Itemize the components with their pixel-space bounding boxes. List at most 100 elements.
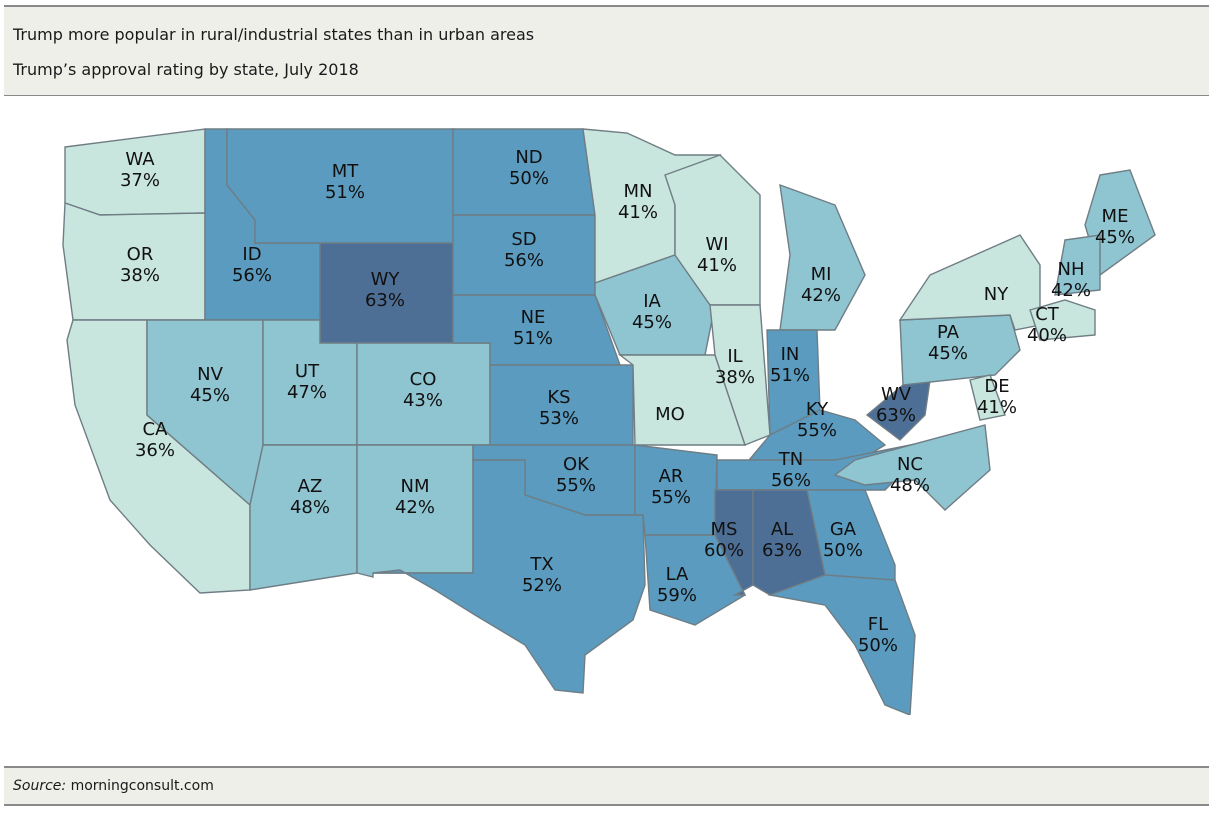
state-value: 55% — [797, 420, 837, 441]
state-code: MN — [624, 181, 653, 202]
state-code: CO — [410, 369, 437, 390]
state-code: NY — [984, 284, 1009, 305]
state-label-ny: NY — [984, 284, 1009, 305]
state-code: TX — [529, 554, 553, 575]
state-la — [644, 534, 746, 626]
state-code: DE — [984, 376, 1009, 397]
state-label-wi: WI 41% — [697, 234, 737, 276]
state-value: 51% — [513, 328, 553, 349]
state-ny — [898, 234, 1041, 331]
state-value: 56% — [771, 470, 811, 491]
state-label-ga: GA 50% — [823, 519, 863, 561]
state-wv — [865, 379, 931, 441]
state-code: NM — [401, 476, 430, 497]
state-code: OK — [563, 454, 590, 475]
state-label-mn: MN 41% — [618, 181, 658, 223]
state-label-nv: NV 45% — [190, 364, 230, 406]
state-label-wv: WV 63% — [876, 384, 916, 426]
state-value: 52% — [522, 575, 562, 596]
state-code: WY — [371, 269, 401, 290]
state-label-mo: MO — [655, 404, 685, 425]
state-value: 51% — [770, 365, 810, 386]
state-value: 42% — [395, 497, 435, 518]
state-label-az: AZ 48% — [290, 476, 330, 518]
state-label-al: AL 63% — [762, 519, 802, 561]
state-code: GA — [830, 519, 857, 540]
state-code: AR — [659, 466, 684, 487]
source-label: Source: — [13, 778, 67, 794]
state-de — [969, 374, 1006, 421]
state-value: 42% — [801, 285, 841, 306]
state-value: 48% — [290, 497, 330, 518]
state-value: 47% — [287, 382, 327, 403]
state-value: 40% — [1027, 325, 1067, 346]
state-value: 51% — [325, 182, 365, 203]
state-label-me: ME 45% — [1095, 206, 1135, 248]
state-label-nc: NC 48% — [890, 454, 930, 496]
top-rule — [4, 5, 1209, 7]
state-code: PA — [937, 322, 960, 343]
state-code: AL — [771, 519, 793, 540]
state-code: MO — [655, 404, 685, 425]
state-code: NC — [897, 454, 923, 475]
state-code: MT — [332, 161, 360, 182]
state-value: 41% — [618, 202, 658, 223]
state-code: AZ — [298, 476, 323, 497]
state-value: 37% — [120, 170, 160, 191]
chart-footer: Source: morningconsult.com — [4, 766, 1209, 806]
state-value: 56% — [232, 265, 272, 286]
state-code: FL — [868, 614, 888, 635]
state-code: CT — [1035, 304, 1060, 325]
state-code: MS — [711, 519, 738, 540]
state-label-pa: PA 45% — [928, 322, 968, 364]
state-code: LA — [666, 564, 689, 585]
state-value: 45% — [1095, 227, 1135, 248]
state-label-mt: MT 51% — [325, 161, 365, 203]
chart-subtitle: Trump’s approval rating by state, July 2… — [13, 60, 359, 79]
state-label-ca: CA 36% — [135, 419, 175, 461]
source-note: Source: morningconsult.com — [13, 778, 214, 794]
chart-title: Trump more popular in rural/industrial s… — [13, 25, 535, 44]
state-ct — [1029, 299, 1096, 341]
state-code: ID — [242, 244, 261, 265]
state-code: KS — [547, 387, 570, 408]
state-nh — [1054, 234, 1101, 296]
state-value: 53% — [539, 408, 579, 429]
state-value: 55% — [651, 487, 691, 508]
state-value: 63% — [762, 540, 802, 561]
state-label-ar: AR 55% — [651, 466, 691, 508]
state-value: 50% — [858, 635, 898, 656]
state-value: 38% — [715, 367, 755, 388]
state-code: WA — [125, 149, 155, 170]
state-code: MI — [811, 264, 832, 285]
state-value: 56% — [504, 250, 544, 271]
state-code: WV — [881, 384, 912, 405]
state-value: 42% — [1051, 280, 1091, 301]
state-az — [249, 444, 358, 591]
state-label-ks: KS 53% — [539, 387, 579, 429]
state-label-il: IL 38% — [715, 346, 755, 388]
state-code: NH — [1058, 259, 1085, 280]
state-label-ok: OK 55% — [556, 454, 596, 496]
state-code: KY — [806, 399, 829, 420]
state-label-ms: MS 60% — [704, 519, 744, 561]
state-code: OR — [127, 244, 154, 265]
state-label-ut: UT 47% — [287, 361, 327, 403]
state-label-id: ID 56% — [232, 244, 272, 286]
state-value: 45% — [190, 385, 230, 406]
state-label-de: DE 41% — [977, 376, 1017, 418]
state-label-ne: NE 51% — [513, 307, 553, 349]
state-tx — [372, 459, 646, 694]
state-value: 59% — [657, 585, 697, 606]
state-value: 63% — [876, 405, 916, 426]
state-code: UT — [295, 361, 320, 382]
state-label-la: LA 59% — [657, 564, 697, 606]
state-label-fl: FL 50% — [858, 614, 898, 656]
state-nc — [833, 424, 991, 511]
state-value: 48% — [890, 475, 930, 496]
state-label-tn: TN 56% — [771, 449, 811, 491]
state-ga — [806, 489, 896, 581]
state-code: IN — [781, 344, 800, 365]
state-label-in: IN 51% — [770, 344, 810, 386]
state-label-ia: IA 45% — [632, 291, 672, 333]
